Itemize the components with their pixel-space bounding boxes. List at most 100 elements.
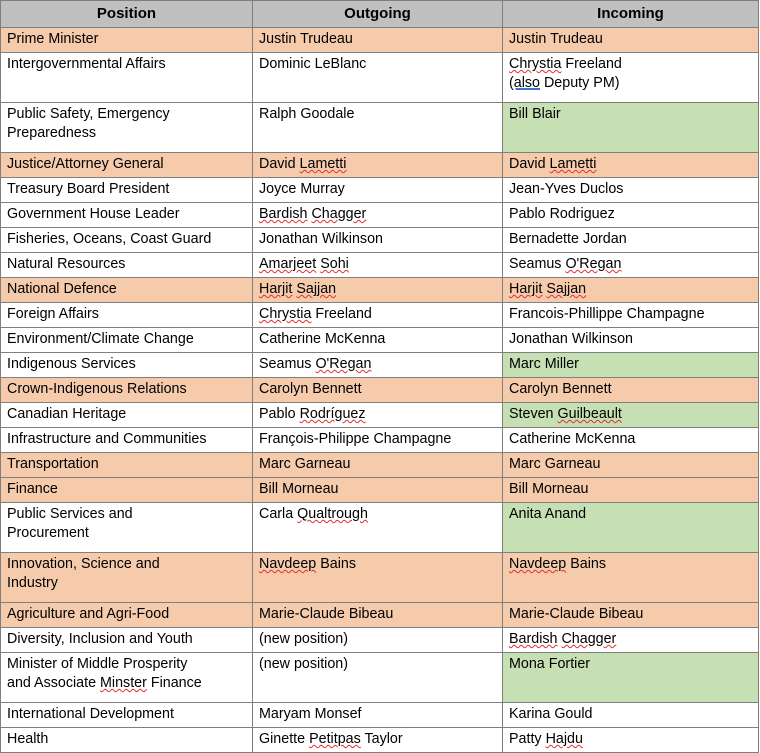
cell-outgoing-line-1: Navdeep Bains	[259, 556, 356, 572]
cell-incoming-line-1: Bill Blair	[509, 106, 561, 122]
cell-outgoing-line-1: Justin Trudeau	[259, 31, 353, 47]
table-row: Health Ginette Petitpas Taylor Patty Hajdu	[0, 727, 759, 753]
cell-position: Minister of Middle Prosperity and Associa…	[0, 652, 253, 703]
cell-outgoing: Marie-Claude Bibeau	[252, 602, 503, 628]
table-row: Government House Leader Bardish Chagger Pa…	[0, 202, 759, 228]
cell-outgoing: Pablo Rodríguez	[252, 402, 503, 428]
cell-outgoing: (new position)	[252, 652, 503, 703]
cell-outgoing-line-1: Harjit Sajjan	[259, 281, 337, 297]
cell-incoming: Steven Guilbeault	[502, 402, 759, 428]
table-row: National Defence Harjit Sajjan Harjit Sajj…	[0, 277, 759, 303]
cell-position: Natural Resources	[0, 252, 253, 278]
table-row: Finance Bill Morneau Bill Morneau	[0, 477, 759, 503]
cell-position-line-1: Public Services and	[7, 506, 133, 522]
cell-position-line-1: Finance	[7, 481, 58, 497]
table-row: Fisheries, Oceans, Coast Guard Jonathan W…	[0, 227, 759, 253]
table-row: Environment/Climate Change Catherine McKe…	[0, 327, 759, 353]
cell-outgoing-line-1: Ralph Goodale	[259, 106, 355, 122]
cell-incoming-line-1: Seamus O'Regan	[509, 256, 622, 272]
cell-incoming-line-1: Bill Morneau	[509, 481, 589, 497]
cell-incoming-line-1: Bernadette Jordan	[509, 231, 627, 247]
cell-position-line-2: and Associate Minster Finance	[7, 675, 202, 691]
cell-incoming-line-2: (also Deputy PM)	[509, 75, 620, 91]
cell-outgoing: Bill Morneau	[252, 477, 503, 503]
cell-position-line-1: Foreign Affairs	[7, 306, 99, 322]
cell-outgoing: Catherine McKenna	[252, 327, 503, 353]
cell-outgoing: Joyce Murray	[252, 177, 503, 203]
cell-position: Innovation, Science and Industry	[0, 552, 253, 603]
cell-position-line-2: Industry	[7, 575, 58, 591]
cell-outgoing-line-1: Marc Garneau	[259, 456, 351, 472]
header-row: Position Outgoing Incoming	[0, 0, 759, 28]
cell-position-line-1: Fisheries, Oceans, Coast Guard	[7, 231, 212, 247]
cell-incoming: Justin Trudeau	[502, 27, 759, 53]
cell-position: Government House Leader	[0, 202, 253, 228]
cell-incoming-line-1: Justin Trudeau	[509, 31, 603, 47]
table-body: Prime Minister Justin Trudeau Justin Trude…	[0, 27, 759, 753]
table-row: Natural Resources Amarjeet Sohi Seamus O'R…	[0, 252, 759, 278]
cell-outgoing: Amarjeet Sohi	[252, 252, 503, 278]
cell-position: Prime Minister	[0, 27, 253, 53]
cell-position: Public Services and Procurement	[0, 502, 253, 553]
cell-incoming: Chrystia Freeland (also Deputy PM)	[502, 52, 759, 103]
cell-outgoing: David Lametti	[252, 152, 503, 178]
cell-incoming: Mona Fortier	[502, 652, 759, 703]
cell-position-line-1: Environment/Climate Change	[7, 331, 194, 347]
cell-position: Transportation	[0, 452, 253, 478]
cell-outgoing-line-1: Carla Qualtrough	[259, 506, 368, 522]
cell-incoming-line-1: Catherine McKenna	[509, 431, 636, 447]
cell-outgoing-line-1: Amarjeet Sohi	[259, 256, 349, 272]
cell-outgoing: Justin Trudeau	[252, 27, 503, 53]
cell-position: Agriculture and Agri-Food	[0, 602, 253, 628]
cell-incoming: Patty Hajdu	[502, 727, 759, 753]
cell-outgoing-line-1: Marie-Claude Bibeau	[259, 606, 394, 622]
cell-position: Foreign Affairs	[0, 302, 253, 328]
column-header-position: Position	[0, 0, 253, 28]
cell-position-line-1: Prime Minister	[7, 31, 99, 47]
cell-incoming-line-1: Patty Hajdu	[509, 731, 583, 747]
cell-position: International Development	[0, 702, 253, 728]
cell-incoming: Catherine McKenna	[502, 427, 759, 453]
cell-incoming-line-1: Marc Garneau	[509, 456, 601, 472]
column-header-outgoing: Outgoing	[252, 0, 503, 28]
cell-position-line-1: Intergovernmental Affairs	[7, 56, 166, 72]
cell-outgoing: (new position)	[252, 627, 503, 653]
cell-outgoing-line-1: Jonathan Wilkinson	[259, 231, 383, 247]
table-row: Transportation Marc Garneau Marc Garneau	[0, 452, 759, 478]
cell-incoming: Jonathan Wilkinson	[502, 327, 759, 353]
cell-incoming: Jean-Yves Duclos	[502, 177, 759, 203]
cell-outgoing-line-1: Carolyn Bennett	[259, 381, 362, 397]
cell-outgoing-line-1: Seamus O'Regan	[259, 356, 372, 372]
cell-outgoing: Dominic LeBlanc	[252, 52, 503, 103]
cell-position-line-1: Minister of Middle Prosperity	[7, 656, 188, 672]
table-row: Agriculture and Agri-Food Marie-Claude Bi…	[0, 602, 759, 628]
table-row: Foreign Affairs Chrystia Freeland Francois…	[0, 302, 759, 328]
cell-incoming-line-1: Jonathan Wilkinson	[509, 331, 633, 347]
table-row: Public Safety, Emergency Preparedness Ralp…	[0, 102, 759, 153]
cell-outgoing: Ralph Goodale	[252, 102, 503, 153]
cell-outgoing-line-1: Maryam Monsef	[259, 706, 362, 722]
cell-position-line-2: Preparedness	[7, 125, 97, 141]
cell-position: Finance	[0, 477, 253, 503]
cell-incoming-line-1: Harjit Sajjan	[509, 281, 587, 297]
cell-position-line-1: Innovation, Science and	[7, 556, 160, 572]
cell-position: Intergovernmental Affairs	[0, 52, 253, 103]
cell-incoming: Bernadette Jordan	[502, 227, 759, 253]
cell-outgoing: François-Philippe Champagne	[252, 427, 503, 453]
cell-position-line-1: Natural Resources	[7, 256, 126, 272]
cell-outgoing-line-1: François-Philippe Champagne	[259, 431, 452, 447]
cell-position: Justice/Attorney General	[0, 152, 253, 178]
cell-position: Infrastructure and Communities	[0, 427, 253, 453]
cell-incoming-line-1: Karina Gould	[509, 706, 593, 722]
cell-outgoing: Carla Qualtrough	[252, 502, 503, 553]
table-row: Diversity, Inclusion and Youth (new posit…	[0, 627, 759, 653]
cell-incoming: David Lametti	[502, 152, 759, 178]
cell-outgoing: Bardish Chagger	[252, 202, 503, 228]
cell-incoming: Harjit Sajjan	[502, 277, 759, 303]
cell-incoming-line-1: David Lametti	[509, 156, 597, 172]
cell-incoming-line-1: Marc Miller	[509, 356, 579, 372]
cell-outgoing: Chrystia Freeland	[252, 302, 503, 328]
cell-position-line-2: Procurement	[7, 525, 89, 541]
cell-outgoing: Navdeep Bains	[252, 552, 503, 603]
cell-incoming: Seamus O'Regan	[502, 252, 759, 278]
